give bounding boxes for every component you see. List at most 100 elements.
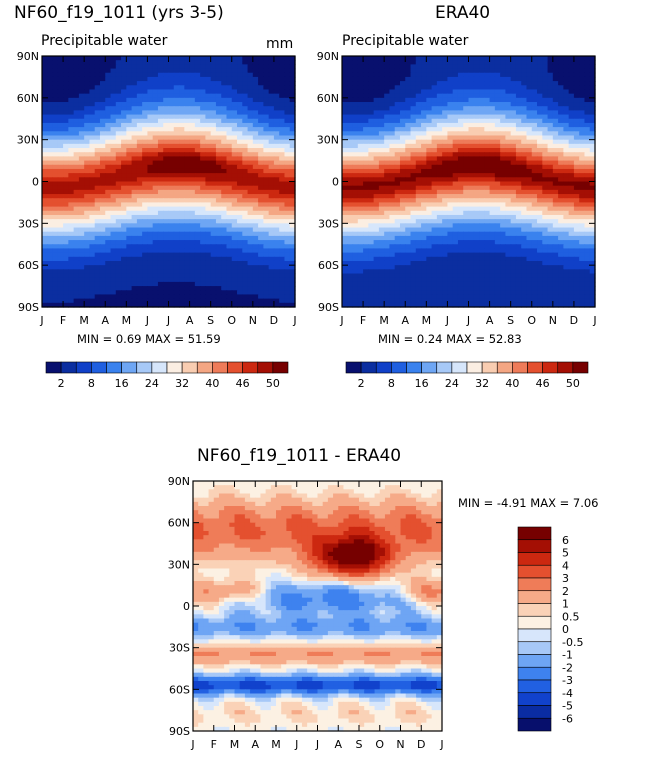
era40-cell	[436, 198, 443, 204]
model-cell	[189, 148, 196, 153]
era40-cell	[347, 118, 354, 124]
era40-cell	[473, 189, 480, 195]
model-cell	[237, 127, 243, 132]
era40-cell	[515, 198, 522, 204]
era40-cell	[352, 89, 359, 95]
era40-cell	[394, 214, 401, 220]
era40-cell	[389, 76, 396, 82]
era40-cell	[368, 64, 375, 70]
era40-cell	[573, 102, 580, 107]
model-cell	[273, 114, 280, 120]
era40-cell	[473, 173, 480, 178]
model-cell	[84, 139, 91, 145]
era40-cell	[442, 139, 449, 145]
model-cell	[279, 235, 286, 241]
model-cell	[115, 210, 122, 216]
model-cell	[136, 185, 143, 191]
era40-cell	[468, 160, 475, 166]
model-cell	[52, 185, 59, 191]
model-cell	[126, 127, 133, 132]
era40-cell	[421, 118, 427, 124]
model-cell	[215, 273, 222, 279]
era40-cell	[415, 131, 422, 137]
model-cell	[131, 93, 138, 99]
era40-cell	[515, 118, 522, 124]
era40-cell	[363, 76, 369, 82]
era40-cell	[558, 185, 564, 191]
model-cell	[205, 294, 212, 300]
era40-panel-title: ERA40	[435, 3, 491, 23]
era40-cell	[468, 219, 475, 224]
model-cell	[157, 89, 164, 95]
era40-cell	[579, 194, 586, 199]
era40-cell	[384, 56, 391, 61]
model-cell	[194, 60, 201, 65]
era40-cell	[394, 168, 401, 174]
model-cell	[226, 298, 233, 304]
model-cell	[247, 122, 254, 128]
model-cell	[94, 97, 101, 103]
era40-cell	[452, 214, 459, 220]
model-cell	[168, 114, 175, 120]
model-cell	[252, 248, 259, 254]
model-cell	[105, 139, 112, 145]
era40-cell	[558, 135, 564, 141]
model-cell	[189, 164, 196, 170]
model-cell	[152, 277, 159, 283]
model-cell	[115, 135, 122, 141]
model-cell	[258, 152, 264, 157]
era40-cell	[394, 97, 401, 103]
era40-cell	[378, 60, 385, 65]
era40-cell	[415, 177, 422, 183]
era40-cell	[479, 160, 485, 166]
model-cell	[84, 206, 91, 212]
model-cell	[68, 106, 75, 111]
era40-cell	[542, 227, 549, 233]
era40-cell	[415, 152, 422, 157]
era40-cell	[394, 81, 401, 86]
era40-cell	[547, 110, 554, 116]
model-cell	[263, 106, 270, 111]
era40-cell	[405, 68, 412, 74]
era40-cell	[515, 81, 522, 86]
era40-cell	[357, 198, 364, 204]
era40-cell	[447, 143, 454, 149]
era40-cell	[573, 81, 580, 86]
model-cell	[210, 68, 217, 74]
model-cell	[221, 206, 228, 212]
era40-cell	[584, 177, 591, 183]
era40-cell	[426, 219, 433, 224]
model-cell	[147, 223, 154, 229]
model-cell	[210, 189, 217, 195]
era40-cell	[579, 102, 586, 107]
model-cell	[268, 152, 275, 157]
model-cell	[157, 240, 164, 245]
era40-cell	[394, 127, 401, 132]
model-cell	[247, 164, 254, 170]
model-cell	[205, 273, 212, 279]
era40-cell	[484, 181, 491, 187]
model-cell	[273, 206, 280, 212]
era40-cell	[368, 223, 375, 229]
era40-cell	[526, 173, 533, 178]
era40-cell	[447, 122, 454, 128]
era40-cell	[484, 156, 491, 162]
era40-cell	[505, 131, 512, 137]
era40-cell	[500, 173, 506, 178]
model-cell	[273, 223, 280, 229]
era40-cell	[558, 214, 564, 220]
model-cell	[173, 265, 180, 270]
model-cell	[99, 139, 106, 145]
model-cell	[52, 72, 59, 78]
model-cell	[226, 231, 233, 237]
model-cell	[194, 85, 201, 91]
era40-cell	[547, 177, 554, 183]
model-cell	[289, 127, 296, 132]
era40-cell	[484, 210, 491, 216]
model-cell	[157, 135, 164, 141]
model-cell	[289, 227, 296, 233]
model-cell	[215, 160, 222, 166]
model-cell	[68, 189, 75, 195]
model-cell	[200, 256, 206, 262]
era40-cell	[494, 110, 501, 116]
